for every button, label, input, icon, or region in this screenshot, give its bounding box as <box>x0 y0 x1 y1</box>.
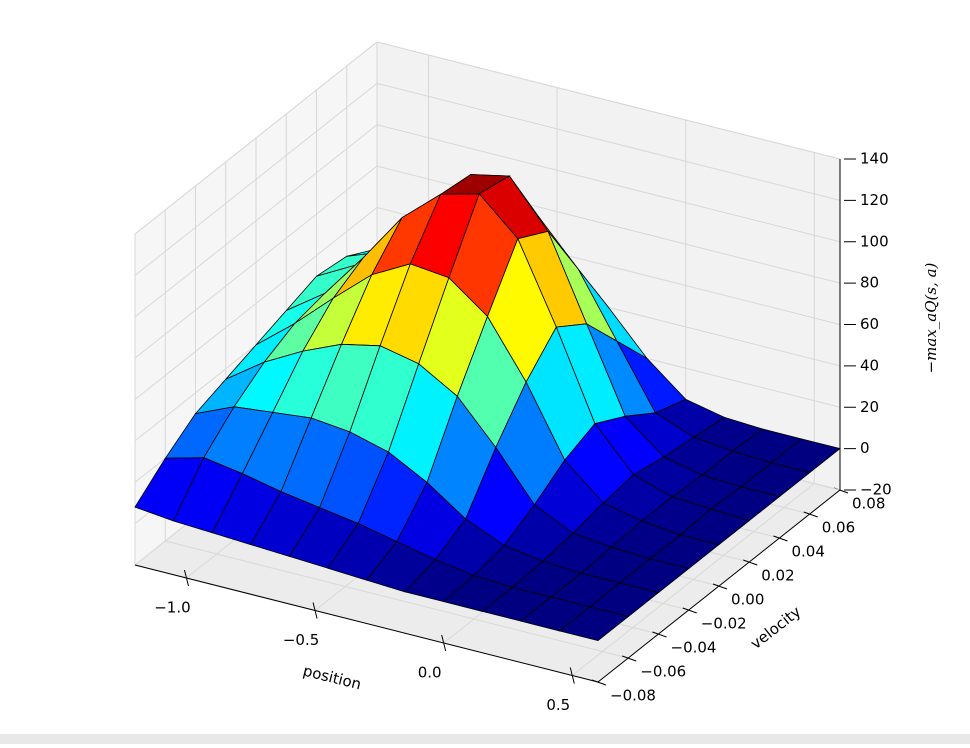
grid-line <box>134 124 378 318</box>
y-tick-label: 0.08 <box>852 495 885 513</box>
grid-line <box>376 124 841 243</box>
x-axis-line <box>134 564 599 683</box>
y-tick-label: −0.04 <box>671 639 717 657</box>
y-tick-label: 0.06 <box>822 519 855 537</box>
tick-mark <box>712 583 728 590</box>
grid-line <box>134 165 378 359</box>
tick-mark <box>773 535 788 542</box>
y-axis-line <box>597 489 841 683</box>
z-tick-label: 80 <box>860 274 879 292</box>
y-tick-label: 0.02 <box>761 567 794 585</box>
x-tick-label: 0.0 <box>418 664 442 682</box>
tick-mark <box>743 559 758 566</box>
grid-line <box>376 41 841 160</box>
bottom-bar <box>0 734 970 744</box>
z-tick-label: 20 <box>860 398 879 416</box>
z-axis-label: −max_aQ(s, a) <box>922 262 940 373</box>
tick-mark <box>652 631 667 638</box>
y-tick-label: −0.08 <box>610 687 656 705</box>
grid-line <box>134 41 378 235</box>
z-tick-label: 100 <box>860 232 889 250</box>
y-axis-label: velocity <box>747 602 804 652</box>
z-tick-label: 60 <box>860 315 879 333</box>
tick-mark <box>622 655 637 662</box>
x-tick-label: 0.5 <box>546 696 570 714</box>
y-tick-label: −0.06 <box>640 663 686 681</box>
grid-line <box>165 540 629 659</box>
grid-line <box>134 82 378 276</box>
x-axis-label: position <box>301 662 363 694</box>
x-tick-label: −1.0 <box>154 599 190 617</box>
y-tick-label: 0.04 <box>792 543 825 561</box>
surface-patch <box>558 606 630 642</box>
grid-line <box>134 207 378 400</box>
y-tick-label: 0.00 <box>731 591 764 609</box>
x-tick-label: −0.5 <box>283 631 319 649</box>
z-tick-label: 120 <box>860 191 889 209</box>
z-tick-label: 140 <box>860 150 889 168</box>
y-tick-label: −0.02 <box>701 615 747 633</box>
grid-line <box>376 82 841 201</box>
z-tick-label: 40 <box>860 356 879 374</box>
z-tick-label: −20 <box>860 481 892 499</box>
tick-mark <box>682 607 697 614</box>
tick-mark <box>803 511 818 518</box>
z-tick-label: 0 <box>860 439 870 457</box>
